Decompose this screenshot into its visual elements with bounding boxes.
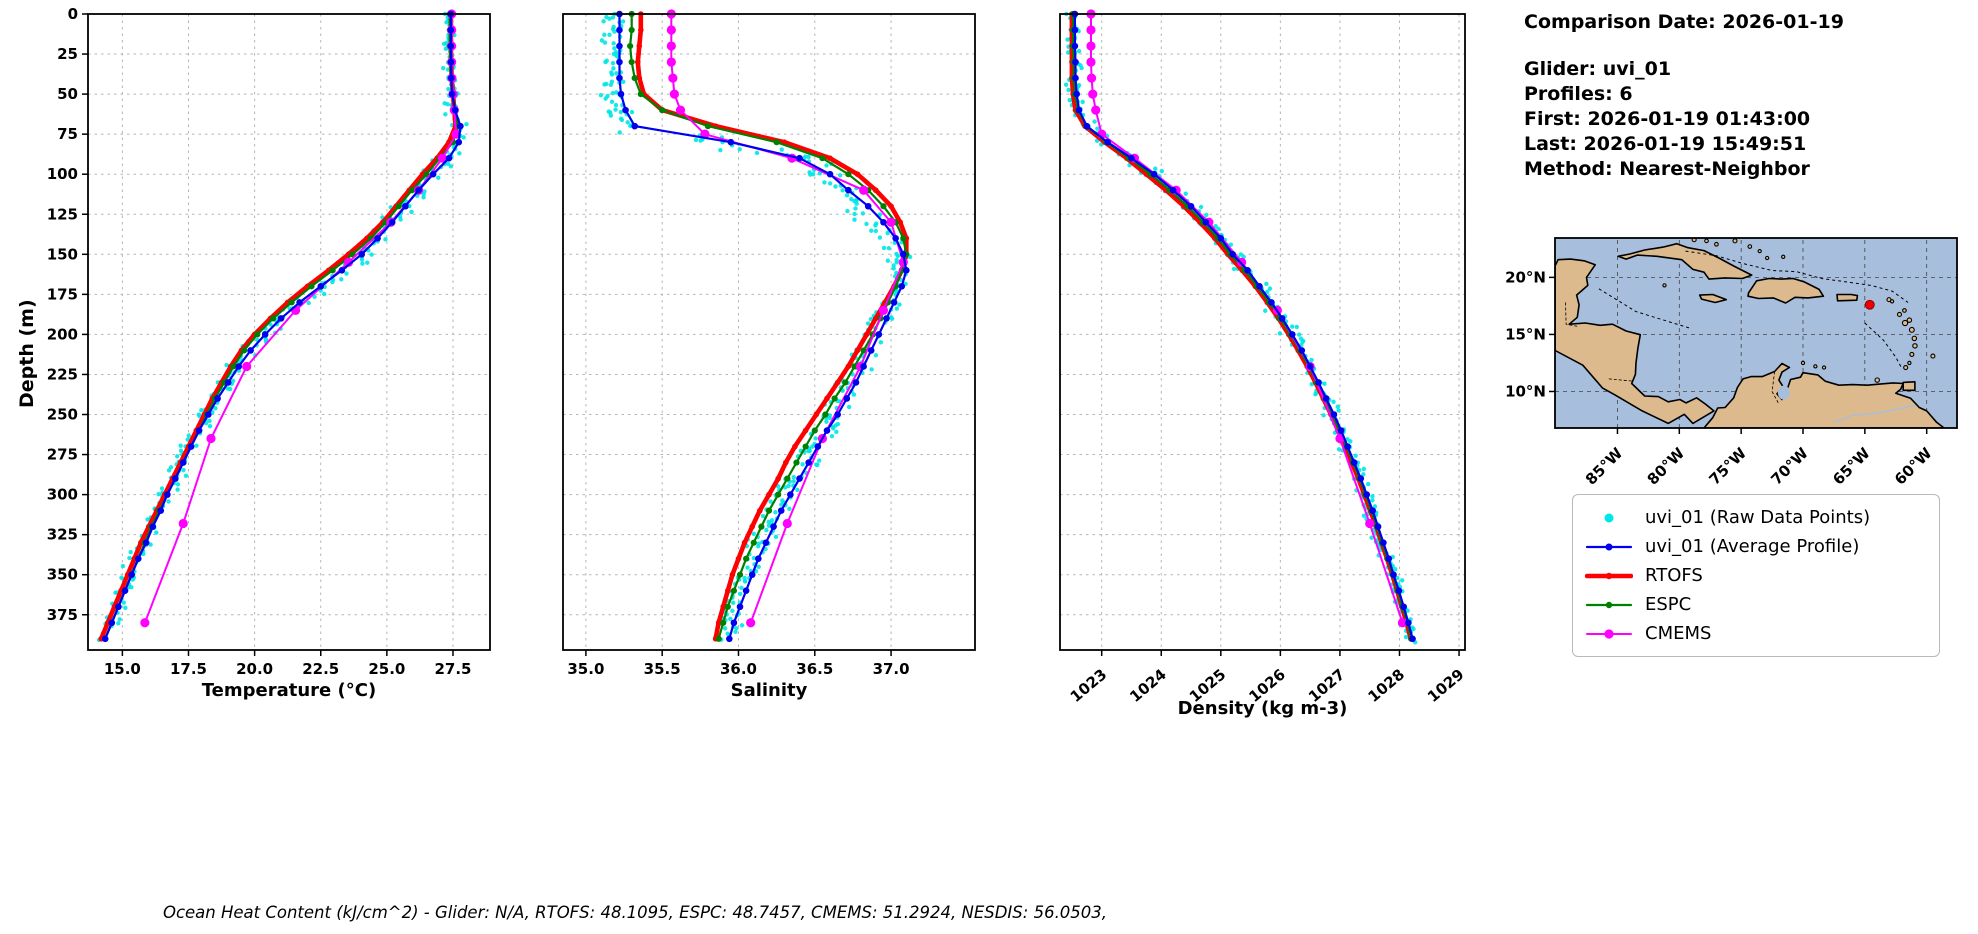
svg-text:Density (kg m-3): Density (kg m-3) (1178, 698, 1348, 719)
legend-marker-icon (1604, 513, 1614, 522)
legend: uvi_01 (Raw Data Points) uvi_01 (Average … (1572, 494, 1940, 657)
svg-text:175: 175 (47, 285, 78, 303)
density-profile-chart: 1023 1024 1025 1026 1027 1028 1029 Density (kg … (1032, 8, 1477, 722)
svg-text:200: 200 (47, 325, 78, 343)
svg-text:1024: 1024 (1126, 665, 1170, 706)
svg-text:70°W: 70°W (1767, 444, 1812, 489)
legend-marker-icon (1585, 543, 1633, 550)
svg-text:100: 100 (47, 165, 78, 183)
svg-text:80°W: 80°W (1644, 444, 1689, 489)
info-panel: Comparison Date: 2026-01-19 Glider: uvi_… (1524, 10, 1844, 182)
glider-position-marker (1864, 299, 1875, 310)
svg-text:75: 75 (57, 125, 78, 143)
svg-text:27.5: 27.5 (434, 660, 471, 678)
legend-label: uvi_01 (Raw Data Points) (1645, 506, 1871, 528)
svg-text:20.0: 20.0 (236, 660, 273, 678)
legend-label: uvi_01 (Average Profile) (1645, 535, 1860, 557)
salinity-plot-svg: 35.0 35.5 36.0 36.5 37.0 Salinity (562, 9, 976, 701)
svg-text:1029: 1029 (1424, 665, 1468, 706)
first-profile-time: First: 2026-01-19 01:43:00 (1524, 108, 1811, 130)
svg-text:1028: 1028 (1365, 665, 1409, 706)
svg-text:250: 250 (47, 406, 78, 424)
svg-text:37.0: 37.0 (873, 660, 910, 678)
legend-label: RTOFS (1645, 564, 1703, 586)
svg-text:Salinity: Salinity (731, 680, 808, 701)
last-profile-time: Last: 2026-01-19 15:49:51 (1524, 133, 1807, 155)
legend-marker-icon (1585, 572, 1633, 579)
svg-text:1023: 1023 (1067, 665, 1111, 706)
svg-text:225: 225 (47, 365, 78, 383)
svg-text:36.5: 36.5 (796, 660, 833, 678)
svg-text:25: 25 (57, 45, 78, 63)
method: Method: Nearest-Neighbor (1524, 158, 1810, 180)
svg-text:325: 325 (47, 526, 78, 544)
temperature-profile-chart: 15.0 17.5 20.0 22.5 25.0 27.5 0 25 50 75 100 125 150… (30, 8, 500, 708)
ocean-heat-content-text: Ocean Heat Content (kJ/cm^2) - Glider: N… (162, 903, 1108, 922)
map-inset: 20°N 15°N 10°N 85°W 80°W 75°W 70°W 65°W 60°W (1499, 230, 1969, 492)
svg-text:15.0: 15.0 (104, 660, 141, 678)
legend-item-3: ESPC (1585, 590, 1927, 619)
svg-text:65°W: 65°W (1829, 444, 1874, 489)
caribbean-map-svg: 20°N 15°N 10°N 85°W 80°W 75°W 70°W 65°W 60°W (1505, 237, 1958, 489)
svg-text:25.0: 25.0 (368, 660, 405, 678)
profiles-count: Profiles: 6 (1524, 83, 1633, 105)
svg-text:17.5: 17.5 (170, 660, 207, 678)
svg-text:35.0: 35.0 (567, 660, 604, 678)
svg-text:10°N: 10°N (1505, 382, 1546, 400)
comparison-date: Comparison Date: 2026-01-19 (1524, 11, 1844, 33)
svg-text:60°W: 60°W (1891, 444, 1936, 489)
legend-marker-icon (1586, 628, 1632, 639)
svg-text:350: 350 (47, 566, 78, 584)
svg-text:125: 125 (47, 205, 78, 223)
svg-text:300: 300 (47, 486, 78, 504)
legend-item-1: uvi_01 (Average Profile) (1585, 532, 1927, 561)
legend-item-2: RTOFS (1585, 561, 1927, 590)
legend-item-0: uvi_01 (Raw Data Points) (1585, 503, 1927, 532)
legend-label: ESPC (1645, 593, 1692, 615)
svg-text:85°W: 85°W (1582, 444, 1627, 489)
svg-text:22.5: 22.5 (302, 660, 339, 678)
glider-name: Glider: uvi_01 (1524, 58, 1672, 80)
salinity-profile-chart: 35.0 35.5 36.0 36.5 37.0 Salinity (535, 8, 985, 708)
legend-label: CMEMS (1645, 622, 1712, 644)
svg-text:0: 0 (68, 8, 78, 23)
svg-text:150: 150 (47, 245, 78, 263)
legend-marker-icon (1585, 601, 1633, 608)
svg-text:Temperature (°C): Temperature (°C) (202, 680, 376, 701)
svg-text:36.0: 36.0 (720, 660, 757, 678)
temperature-plot-svg: 15.0 17.5 20.0 22.5 25.0 27.5 0 25 50 75 100 125 150… (47, 8, 491, 701)
svg-text:15°N: 15°N (1505, 325, 1546, 343)
svg-text:35.5: 35.5 (644, 660, 681, 678)
legend-item-4: CMEMS (1585, 619, 1927, 648)
svg-text:375: 375 (47, 606, 78, 624)
svg-text:20°N: 20°N (1505, 268, 1546, 286)
svg-text:50: 50 (57, 85, 78, 103)
svg-text:75°W: 75°W (1705, 444, 1750, 489)
svg-text:275: 275 (47, 446, 78, 464)
